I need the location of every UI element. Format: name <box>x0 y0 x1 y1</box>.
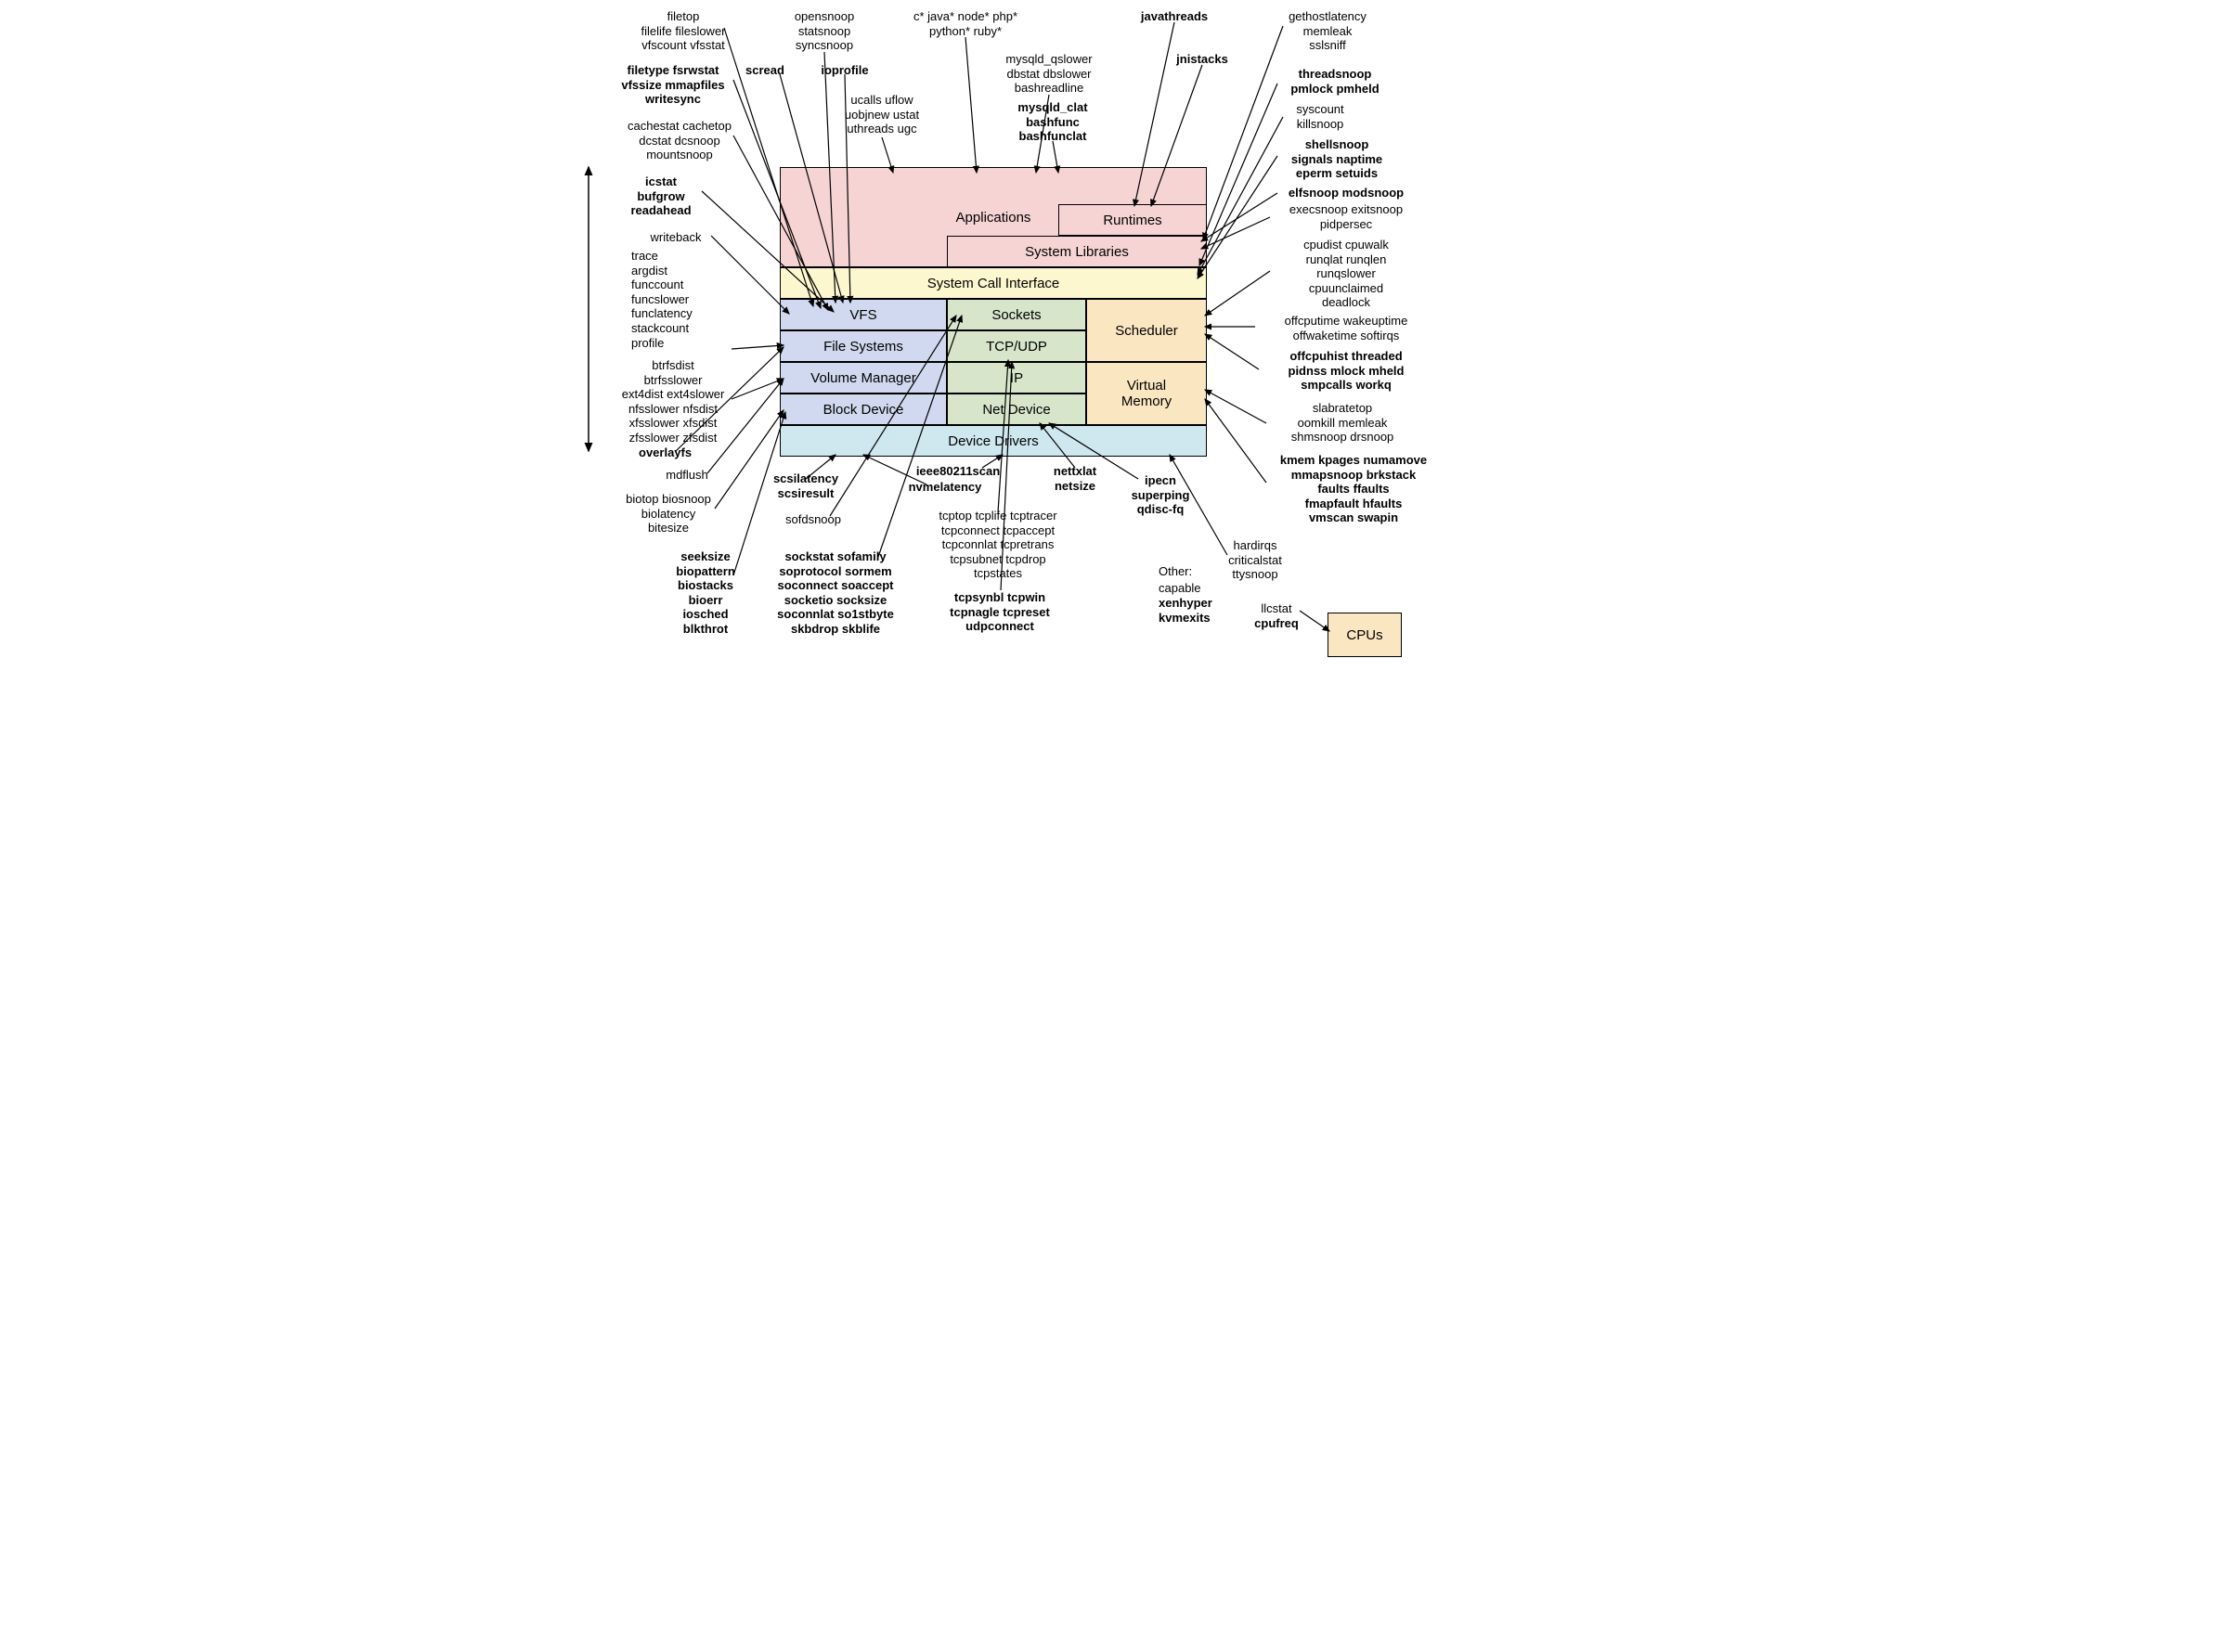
layer-netdev: Net Device <box>947 394 1086 425</box>
arrow <box>1205 390 1266 423</box>
layer-fs: File Systems <box>780 330 947 362</box>
layer-syscall: System Call Interface <box>780 267 1207 299</box>
tool-label: scsilatency scsiresult <box>773 471 838 500</box>
tool-label: filetype fsrwstat vfssize mmapfiles writ… <box>621 63 724 107</box>
arrow <box>965 37 977 173</box>
layer-tcpudp: TCP/UDP <box>947 330 1086 362</box>
tool-label: scread <box>745 63 784 78</box>
tool-label: offcpuhist threaded pidnss mlock mheld s… <box>1289 349 1405 393</box>
layer-sched: Scheduler <box>1086 299 1207 362</box>
tool-label: elfsnoop modsnoop <box>1289 186 1404 200</box>
arrow <box>1201 193 1277 241</box>
tool-label: tcptop tcplife tcptracer tcpconnect tcpa… <box>939 509 1056 581</box>
tool-label: slabratetop oomkill memleak shmsnoop drs… <box>1291 401 1394 445</box>
tool-label: ucalls uflow uobjnew ustat uthreads ugc <box>845 93 919 136</box>
tool-label: tcpsynbl tcpwin tcpnagle tcpreset udpcon… <box>950 590 1050 634</box>
tool-label: cpufreq <box>1254 616 1299 631</box>
layer-volmgr: Volume Manager <box>780 362 947 394</box>
layer-cpus: CPUs <box>1328 613 1402 657</box>
tool-label: offcputime wakeuptime offwaketime softir… <box>1285 314 1408 342</box>
tool-label: mysqld_clat bashfunc bashfunclat <box>1017 100 1087 144</box>
tool-label: mdflush <box>666 468 708 483</box>
arrow <box>1201 217 1270 249</box>
tool-label: javathreads <box>1141 9 1208 24</box>
tool-label: btrfsdist btrfsslower ext4dist ext4slowe… <box>622 358 725 445</box>
tool-label: shellsnoop signals naptime eperm setuids <box>1291 137 1382 181</box>
tool-label: syscount killsnoop <box>1296 102 1343 131</box>
tool-label: capable <box>1159 581 1201 596</box>
layer-drivers: Device Drivers <box>780 425 1207 457</box>
tool-label: c* java* node* php* python* ruby* <box>913 9 1017 38</box>
tool-label: ioprofile <box>821 63 868 78</box>
arrow <box>1205 334 1259 369</box>
tool-label: writeback <box>651 230 702 245</box>
tool-label: nettxlat netsize <box>1054 464 1096 493</box>
tool-label: ieee80211scan <box>916 464 1000 479</box>
arrow <box>1199 84 1277 265</box>
tool-label: execsnoop exitsnoop pidpersec <box>1289 202 1403 231</box>
tool-label: xenhyper kvmexits <box>1159 596 1212 625</box>
tool-label: kmem kpages numamove mmapsnoop brkstack … <box>1280 453 1427 525</box>
layer-ip: IP <box>947 362 1086 394</box>
diagram-stage: ApplicationsRuntimesSystem LibrariesSyst… <box>557 0 1671 826</box>
tool-label: filetop filelife fileslower vfscount vfs… <box>641 9 725 53</box>
layer-vfs: VFS <box>780 299 947 330</box>
arrow <box>711 236 789 314</box>
arrow <box>732 379 784 399</box>
tool-label: hardirqs criticalstat ttysnoop <box>1228 538 1282 582</box>
tool-label: llcstat <box>1261 601 1291 616</box>
tool-label: sockstat sofamily soprotocol sormem soco… <box>777 549 894 637</box>
tool-label: jnistacks <box>1176 52 1228 67</box>
layer-vmem: Virtual Memory <box>1086 362 1207 425</box>
tool-label: ipecn superping qdisc-fq <box>1132 473 1190 517</box>
arrow <box>1198 117 1283 275</box>
tool-label: Other: <box>1159 564 1192 579</box>
tool-label: icstat bufgrow readahead <box>630 174 691 218</box>
tool-label: opensnoop statsnoop syncsnoop <box>795 9 854 53</box>
tool-label: gethostlatency memleak sslsniff <box>1289 9 1367 53</box>
tool-label: threadsnoop pmlock pmheld <box>1290 67 1379 96</box>
tool-label: biotop biosnoop biolatency bitesize <box>626 492 711 536</box>
arrow <box>1205 271 1270 316</box>
tool-label: trace argdist funccount funcslower funcl… <box>631 249 693 350</box>
arrow <box>1198 156 1277 278</box>
layer-blkdev: Block Device <box>780 394 947 425</box>
tool-label: overlayfs <box>639 445 692 460</box>
tool-label: cachestat cachetop dcstat dcsnoop mounts… <box>628 119 732 162</box>
layer-syslibs: System Libraries <box>947 236 1207 267</box>
tool-label: nvmelatency <box>909 480 982 495</box>
layer-sockets: Sockets <box>947 299 1086 330</box>
tool-label: cpudist cpuwalk runqlat runqlen runqslow… <box>1303 238 1389 310</box>
tool-label: seeksize biopattern biostacks bioerr ios… <box>676 549 735 637</box>
layer-runtimes: Runtimes <box>1058 204 1207 236</box>
arrow <box>732 345 784 349</box>
arrow <box>1300 611 1329 631</box>
tool-label: mysqld_qslower dbstat dbslower bashreadl… <box>1005 52 1092 96</box>
arrow <box>1205 399 1266 483</box>
tool-label: sofdsnoop <box>785 512 841 527</box>
